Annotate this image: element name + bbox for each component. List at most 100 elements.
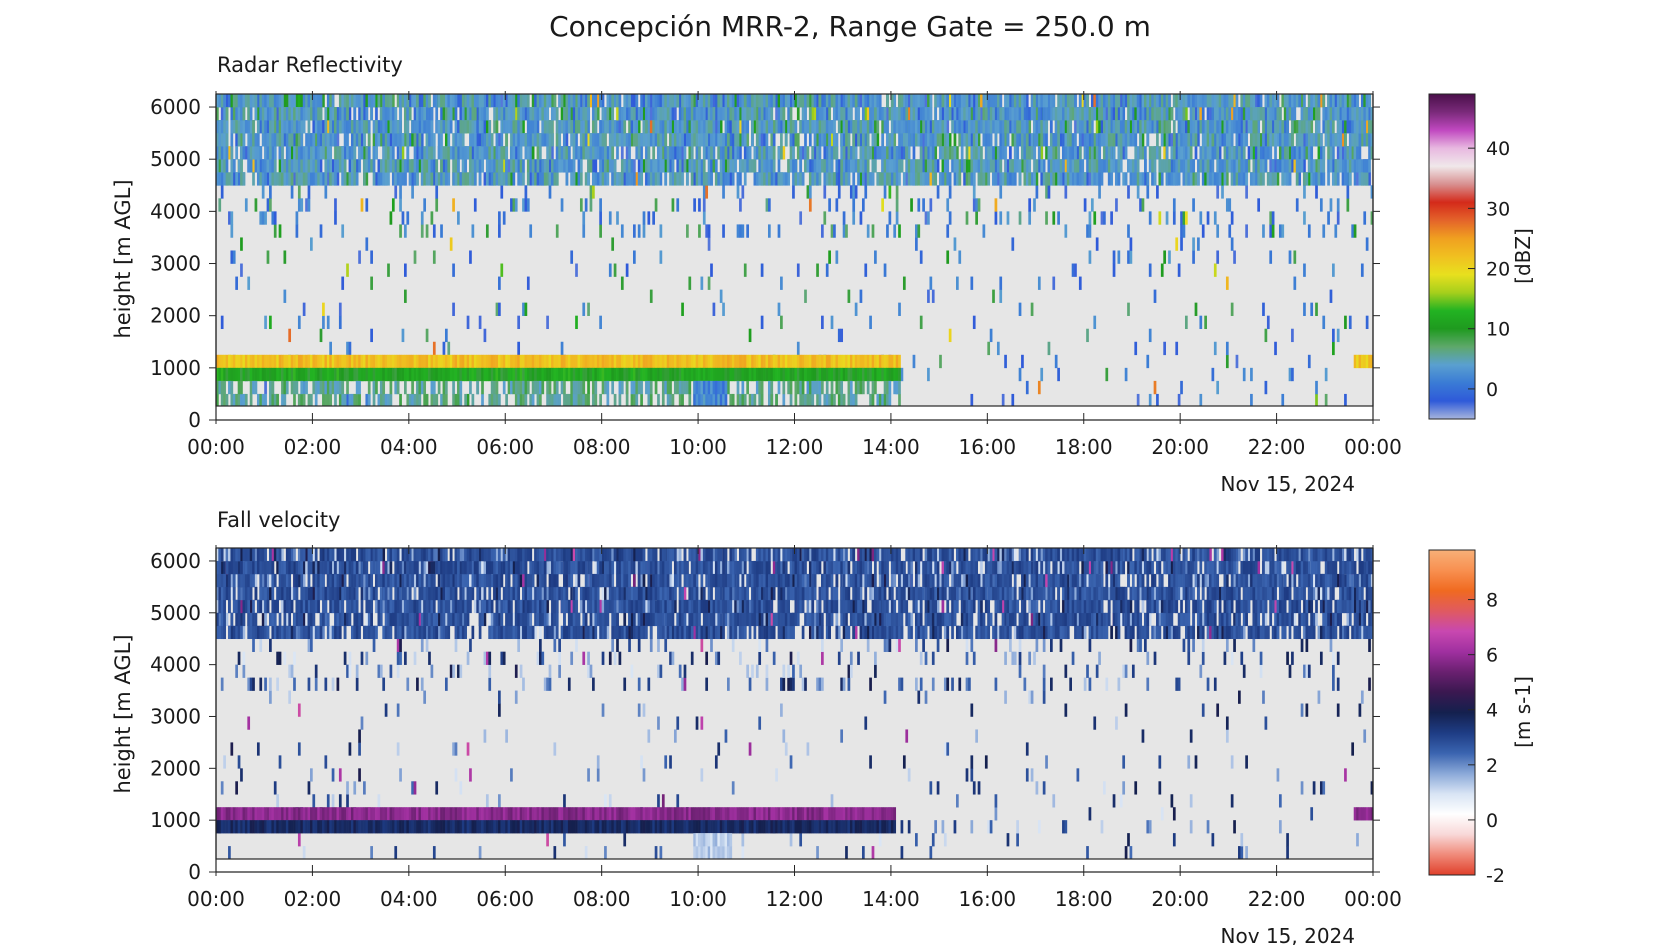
heatmap-cell [1156,393,1159,406]
heatmap-cell [1274,107,1277,121]
heatmap-cell [775,393,778,406]
heatmap-cell [220,107,224,121]
heatmap-cell [411,354,414,369]
heatmap-cell [358,159,361,173]
heatmap-cell [517,120,521,134]
heatmap-cell [881,367,884,382]
heatmap-cell [247,367,251,382]
heatmap-cell [531,133,535,147]
heatmap-cell [543,354,547,369]
heatmap-cell [244,367,248,382]
heatmap-cell [673,380,677,395]
heatmap-cell [469,159,472,173]
heatmap-cell [777,172,781,186]
heatmap-cell [341,172,345,186]
heatmap-cell [931,289,935,303]
heatmap-cell [946,250,950,264]
heatmap-cell [683,133,687,147]
heatmap-cell [235,133,238,147]
heatmap-cell [428,107,431,121]
heatmap-cell [806,380,810,395]
heatmap-cell [943,172,947,186]
heatmap-cell [510,133,513,147]
heatmap-cell [387,94,390,108]
heatmap-cell [512,107,516,121]
heatmap-cell [1025,107,1029,121]
heatmap-cell [440,146,443,160]
heatmap-cell [555,107,559,121]
heatmap-cell [334,367,337,382]
heatmap-cell [693,367,696,382]
heatmap-cell [490,133,494,147]
heatmap-cell [551,120,554,134]
heatmap-cell [269,354,272,369]
heatmap-cell [490,146,494,160]
heatmap-cell [852,211,856,225]
heatmap-cell [230,146,234,160]
heatmap-cell [717,94,721,108]
heatmap-cell [695,393,699,406]
heatmap-cell [531,393,535,406]
heatmap-cell [676,354,680,369]
heatmap-cell [731,94,735,108]
heatmap-cell [478,120,482,134]
heatmap-cell [1045,133,1048,147]
heatmap-cell [671,172,675,186]
heatmap-cell [633,367,636,382]
heatmap-cell [702,211,706,225]
heatmap-cell [731,120,735,134]
heatmap-cell [531,146,535,160]
heatmap-cell [714,380,718,395]
heatmap-cell [975,211,978,225]
heatmap-cell [1127,302,1130,316]
heatmap-cell [524,367,528,382]
heatmap-cell [813,367,817,382]
heatmap-cell [519,159,523,173]
heatmap-cell [389,354,393,369]
heatmap-cell [719,146,723,160]
heatmap-cell [852,367,856,382]
heatmap-cell [522,133,525,147]
heatmap-cell [411,172,414,186]
heatmap-cell [890,367,894,382]
heatmap-cell [763,354,766,369]
heatmap-cell [714,94,718,108]
heatmap-cell [428,146,431,160]
heatmap-cell [780,354,783,369]
heatmap-cell [399,393,402,406]
heatmap-cell [285,159,289,173]
heatmap-cell [596,354,600,369]
heatmap-cell [514,133,518,147]
heatmap-cell [353,133,357,147]
heatmap-cell [517,94,521,108]
heatmap-cell [266,354,270,369]
heatmap-cell [281,94,284,108]
heatmap-cell [358,146,361,160]
heatmap-cell [825,146,829,160]
heatmap-cell [808,393,812,406]
heatmap-cell [500,263,504,277]
heatmap-cell [218,354,222,369]
heatmap-cell [563,107,566,121]
heatmap-cell [755,120,759,134]
heatmap-cell [281,120,284,134]
panel-title-reflectivity: Radar Reflectivity [217,53,403,77]
heatmap-cell [466,146,470,160]
heatmap-cell [490,94,494,108]
heatmap-cell [794,367,798,382]
heatmap-cell [633,120,636,134]
heatmap-cell [522,120,525,134]
heatmap-cell [1100,120,1104,134]
heatmap-cell [1305,133,1309,147]
heatmap-cell [543,159,547,173]
heatmap-cell [1356,354,1359,369]
heatmap-cell [710,380,713,395]
heatmap-cell [375,354,378,369]
heatmap-cell [343,393,347,406]
heatmap-cell [1117,107,1121,121]
heatmap-cell [823,393,827,406]
heatmap-cell [968,94,971,108]
heatmap-cell [683,120,687,134]
heatmap-cell [216,367,219,382]
heatmap-cell [907,133,911,147]
